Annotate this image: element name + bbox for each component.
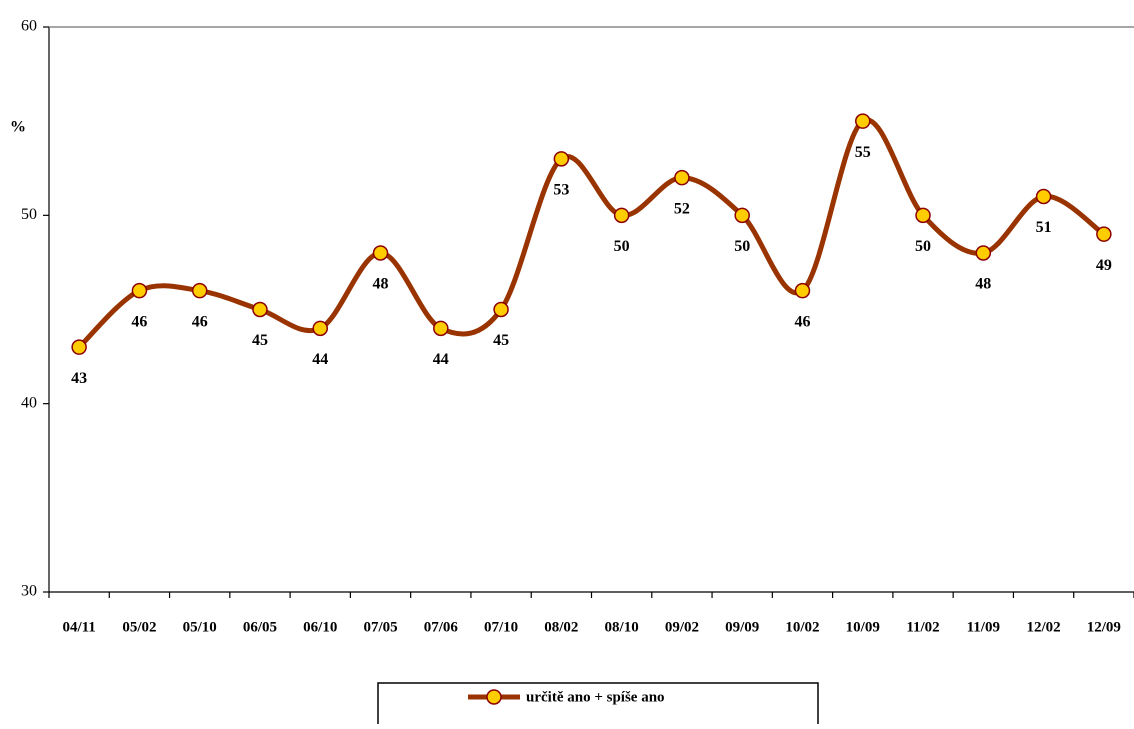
data-label: 55 [855,144,871,161]
marker [1035,188,1052,205]
x-tick-label: 10/09 [846,619,880,635]
marker [734,207,750,224]
data-label: 48 [373,276,389,293]
x-tick-label: 12/02 [1026,619,1060,635]
y-tick-label: 40 [21,394,37,411]
marker [71,339,87,355]
marker [674,169,690,186]
data-label: 44 [312,351,328,368]
x-tick-label: 09/02 [665,619,699,635]
y-tick-label: 50 [21,206,37,223]
x-tick-label: 09/09 [725,619,759,635]
data-label: 45 [493,332,509,349]
y-tick-label: 30 [21,583,37,600]
x-tick-label: 08/02 [544,619,578,635]
x-tick-label: 05/10 [183,619,217,635]
data-label: 53 [553,182,569,199]
y-axis-label: % [10,119,26,136]
data-label: 43 [71,370,87,387]
marker [1096,226,1112,242]
marker [794,282,811,299]
data-label: 51 [1036,219,1052,236]
marker [915,207,931,224]
x-tick-label: 05/02 [122,619,156,635]
x-tick-label: 04/11 [62,619,95,635]
data-label: 52 [674,200,690,217]
marker [312,320,328,337]
marker [433,320,449,337]
marker [372,245,389,261]
marker [553,151,570,167]
data-label: 46 [131,313,147,330]
data-label: 48 [975,276,991,293]
marker [493,301,509,318]
data-label: 50 [734,238,750,255]
data-label: 46 [794,313,810,330]
data-label: 50 [614,238,630,255]
x-tick-label: 07/10 [484,619,518,635]
x-tick-label: 12/09 [1087,619,1121,635]
y-tick-label: 60 [21,18,37,35]
x-tick-label: 07/05 [363,619,397,635]
marker [855,113,871,129]
data-label: 49 [1096,257,1112,274]
legend-label: určitě ano + spíše ano [526,689,665,705]
x-tick-label: 11/09 [967,619,1000,635]
x-tick-label: 06/10 [303,619,337,635]
x-tick-label: 11/02 [906,619,939,635]
data-label: 44 [433,351,449,368]
x-tick-label: 10/02 [785,619,819,635]
legend-marker [486,689,502,705]
line [77,117,1106,349]
marker [975,245,992,261]
marker [613,207,630,224]
x-tick-label: 06/05 [243,619,277,635]
marker [131,282,148,299]
legend-box [377,682,819,729]
x-tick-label: 08/10 [605,619,639,635]
marker [191,282,208,299]
data-label: 50 [915,238,931,255]
marker [252,301,268,318]
data-label: 45 [252,332,268,349]
x-tick-label: 07/06 [424,619,459,635]
data-label: 46 [192,313,208,330]
